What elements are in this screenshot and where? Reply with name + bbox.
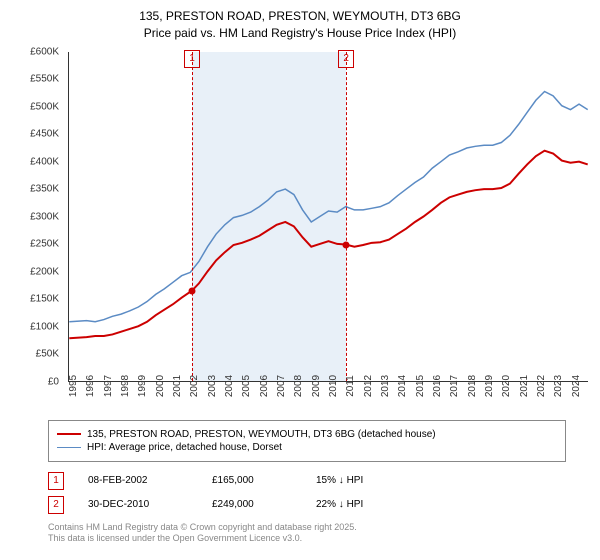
x-tick-label: 2010 bbox=[328, 374, 339, 396]
event-row: 1 08-FEB-2002 £165,000 15% ↓ HPI bbox=[48, 472, 548, 490]
event-row: 2 30-DEC-2010 £249,000 22% ↓ HPI bbox=[48, 496, 548, 514]
x-tick-label: 2006 bbox=[259, 374, 270, 396]
x-tick-label: 2018 bbox=[467, 374, 478, 396]
event-date: 08-FEB-2002 bbox=[88, 475, 188, 486]
legend-label: HPI: Average price, detached house, Dors… bbox=[87, 442, 282, 453]
x-tick-label: 2019 bbox=[484, 374, 495, 396]
y-tick-label: £50K bbox=[36, 349, 59, 360]
x-tick-label: 2021 bbox=[519, 374, 530, 396]
plot-region: 12 bbox=[68, 52, 588, 382]
x-tick-label: 2003 bbox=[207, 374, 218, 396]
line-svg bbox=[69, 52, 588, 381]
event-marker-line bbox=[192, 52, 193, 381]
event-marker-line bbox=[346, 52, 347, 381]
y-tick-label: £550K bbox=[30, 74, 59, 85]
x-tick-label: 2012 bbox=[363, 374, 374, 396]
chart-title: 135, PRESTON ROAD, PRESTON, WEYMOUTH, DT… bbox=[8, 8, 592, 42]
x-tick-label: 2013 bbox=[380, 374, 391, 396]
attribution-line1: Contains HM Land Registry data © Crown c… bbox=[48, 522, 592, 534]
event-pct: 15% ↓ HPI bbox=[316, 475, 363, 486]
x-tick-label: 2022 bbox=[536, 374, 547, 396]
legend-swatch bbox=[57, 433, 81, 435]
x-tick-label: 2016 bbox=[432, 374, 443, 396]
event-number: 1 bbox=[48, 472, 64, 490]
y-tick-label: £350K bbox=[30, 184, 59, 195]
event-marker-dot bbox=[343, 241, 350, 248]
legend-row: HPI: Average price, detached house, Dors… bbox=[57, 442, 557, 453]
series-line-property bbox=[69, 150, 587, 338]
event-price: £249,000 bbox=[212, 499, 292, 510]
x-tick-label: 2023 bbox=[553, 374, 564, 396]
x-tick-label: 2014 bbox=[397, 374, 408, 396]
x-tick-label: 2000 bbox=[155, 374, 166, 396]
legend-row: 135, PRESTON ROAD, PRESTON, WEYMOUTH, DT… bbox=[57, 429, 557, 440]
x-tick-label: 2005 bbox=[241, 374, 252, 396]
x-tick-label: 2024 bbox=[571, 374, 582, 396]
chart-area: £0 £50K £100K £150K £200K £250K £300K £350K £400… bbox=[28, 52, 588, 412]
x-tick-label: 2015 bbox=[415, 374, 426, 396]
y-tick-label: £250K bbox=[30, 239, 59, 250]
x-tick-label: 2020 bbox=[501, 374, 512, 396]
series-line-hpi bbox=[69, 91, 587, 321]
y-tick-label: £0 bbox=[48, 376, 59, 387]
x-tick-label: 1999 bbox=[137, 374, 148, 396]
y-tick-label: £450K bbox=[30, 129, 59, 140]
title-line1: 135, PRESTON ROAD, PRESTON, WEYMOUTH, DT… bbox=[8, 8, 592, 25]
event-price: £165,000 bbox=[212, 475, 292, 486]
legend-label: 135, PRESTON ROAD, PRESTON, WEYMOUTH, DT… bbox=[87, 429, 436, 440]
x-tick-label: 2008 bbox=[293, 374, 304, 396]
x-tick-label: 1995 bbox=[68, 374, 79, 396]
event-marker-label: 2 bbox=[338, 50, 354, 68]
event-number: 2 bbox=[48, 496, 64, 514]
y-tick-label: £300K bbox=[30, 211, 59, 222]
event-pct: 22% ↓ HPI bbox=[316, 499, 363, 510]
event-marker-label: 1 bbox=[184, 50, 200, 68]
y-tick-label: £100K bbox=[30, 321, 59, 332]
x-tick-label: 2007 bbox=[276, 374, 287, 396]
title-line2: Price paid vs. HM Land Registry's House … bbox=[8, 25, 592, 42]
y-tick-label: £500K bbox=[30, 101, 59, 112]
attribution: Contains HM Land Registry data © Crown c… bbox=[48, 522, 592, 545]
events-table: 1 08-FEB-2002 £165,000 15% ↓ HPI 2 30-DEC-201… bbox=[48, 472, 548, 514]
y-tick-label: £600K bbox=[30, 46, 59, 57]
y-tick-label: £400K bbox=[30, 156, 59, 167]
x-tick-label: 2009 bbox=[311, 374, 322, 396]
y-tick-label: £150K bbox=[30, 294, 59, 305]
x-tick-label: 1998 bbox=[120, 374, 131, 396]
x-tick-label: 2004 bbox=[224, 374, 235, 396]
y-tick-label: £200K bbox=[30, 266, 59, 277]
y-axis: £0 £50K £100K £150K £200K £250K £300K £350K £400… bbox=[20, 52, 65, 412]
x-tick-label: 2011 bbox=[345, 375, 356, 397]
x-tick-label: 1997 bbox=[103, 374, 114, 396]
legend-swatch bbox=[57, 447, 81, 448]
event-marker-dot bbox=[189, 287, 196, 294]
legend-box: 135, PRESTON ROAD, PRESTON, WEYMOUTH, DT… bbox=[48, 420, 566, 462]
x-axis: 1995199619971998199920002001200220032004… bbox=[68, 382, 588, 412]
attribution-line2: This data is licensed under the Open Gov… bbox=[48, 533, 592, 545]
x-tick-label: 2017 bbox=[449, 374, 460, 396]
event-date: 30-DEC-2010 bbox=[88, 499, 188, 510]
x-tick-label: 1996 bbox=[85, 374, 96, 396]
x-tick-label: 2002 bbox=[189, 374, 200, 396]
x-tick-label: 2001 bbox=[172, 374, 183, 396]
